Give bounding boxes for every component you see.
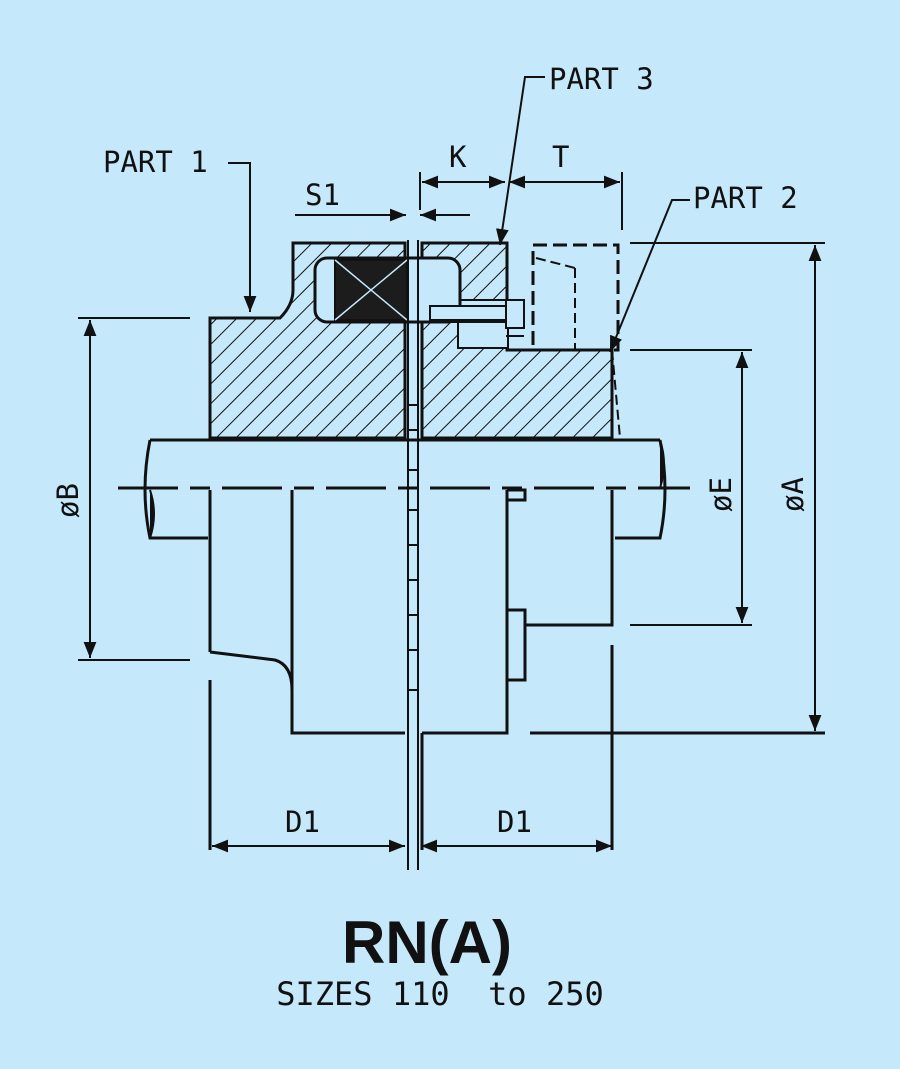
label-part-3: PART 3 (549, 62, 654, 96)
label-part-1: PART 1 (103, 145, 208, 179)
diagram-subtitle: SIZES 110 to 250 (276, 975, 604, 1013)
diagram-title: RN(A) (342, 909, 512, 976)
elastic-element (313, 256, 462, 324)
shaft (143, 438, 667, 540)
label-dia-e: øE (704, 477, 738, 512)
label-t: T (552, 140, 569, 174)
label-d1-right: D1 (497, 805, 532, 839)
label-k: K (449, 140, 467, 174)
label-dia-b: øB (51, 483, 85, 518)
center-gap (407, 240, 419, 870)
lower-outline (208, 488, 825, 850)
label-s1: S1 (305, 178, 340, 212)
part2-cap (531, 243, 621, 439)
label-d1-left: D1 (285, 805, 320, 839)
bolt (429, 299, 525, 337)
label-part-2: PART 2 (693, 181, 798, 215)
dimension-lines (78, 76, 825, 853)
label-dia-a: øA (776, 477, 810, 512)
